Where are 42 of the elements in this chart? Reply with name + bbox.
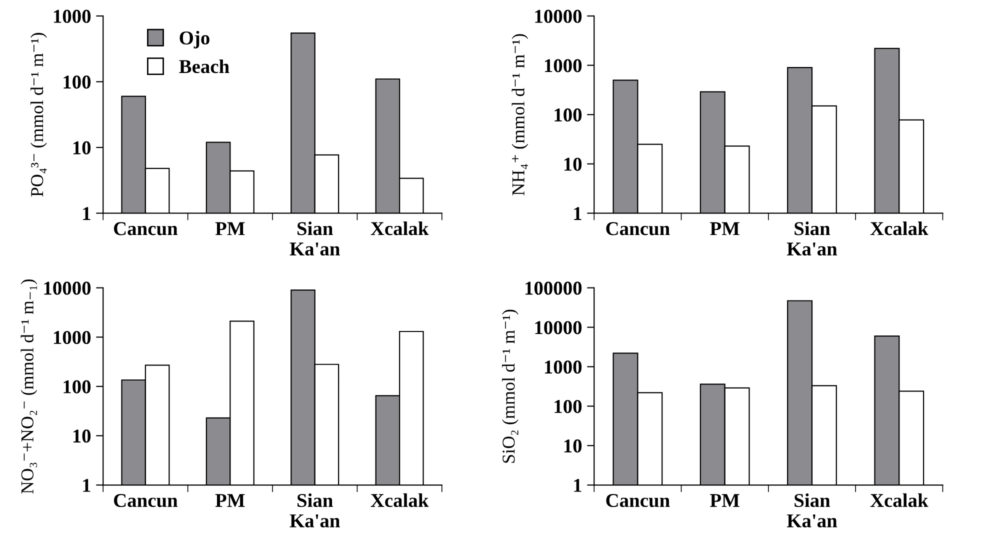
y-axis-title: NO₃⁻+NO₂⁻ (mmol d⁻¹ m₋₁) [20,279,38,494]
y-tick-label: 10000 [535,10,582,23]
x-tick-label: Sian Ka'an [290,222,340,256]
y-tick-label: 1 [574,207,582,220]
x-tick-label: Cancun [114,494,178,508]
y-tick-label: 100 [64,76,91,89]
y-axis-title: SiO₂ (mmol d⁻¹ m⁻¹) [502,310,518,463]
y-tick-label: 100000 [526,282,582,295]
x-tick-label: Cancun [606,222,670,236]
x-tick-label: PM [215,494,245,507]
x-tick-label: Sian Ka'an [290,493,340,528]
y-tick-label: 10 [564,158,582,171]
y-tick-label: 1 [574,478,582,492]
y-tick-label: 1 [83,207,90,220]
x-tick-label: Sian Ka'an [786,222,838,256]
y-tick-label: 1000 [54,10,91,23]
x-tick-label: PM [710,222,740,236]
x-tick-label: Xcalak [370,222,429,236]
x-tick-label: Sian Ka'an [786,493,838,528]
x-tick-label: PM [710,494,740,507]
legend-label: Ojo [180,30,210,48]
y-tick-label: 100 [554,400,582,414]
x-tick-label: PM [215,222,245,236]
legend-label: Beach [179,59,230,74]
y-axis-title: PO₄³⁻ (mmol d⁻¹ m⁻¹) [30,32,47,197]
y-tick-label: 100 [64,380,91,394]
y-tick-label: 1000 [54,330,91,344]
y-tick-label: 1000 [544,360,582,374]
y-tick-label: 10 [73,430,91,443]
y-tick-label: 1 [83,478,90,492]
x-tick-label: Xcalak [370,493,429,508]
y-tick-label: 10 [73,141,91,154]
y-tick-label: 100 [554,108,582,122]
y-axis-title: NH₄⁺ (mmol d⁻¹ m⁻¹) [512,34,528,196]
y-tick-label: 10000 [44,282,91,295]
y-tick-label: 10 [564,439,582,453]
x-tick-label: Xcalak [870,222,928,236]
x-tick-label: Cancun [114,222,178,236]
x-tick-label: Cancun [606,494,670,508]
y-tick-label: 1000 [544,59,582,72]
x-tick-label: Xcalak [870,493,928,508]
y-tick-label: 10000 [535,321,582,334]
